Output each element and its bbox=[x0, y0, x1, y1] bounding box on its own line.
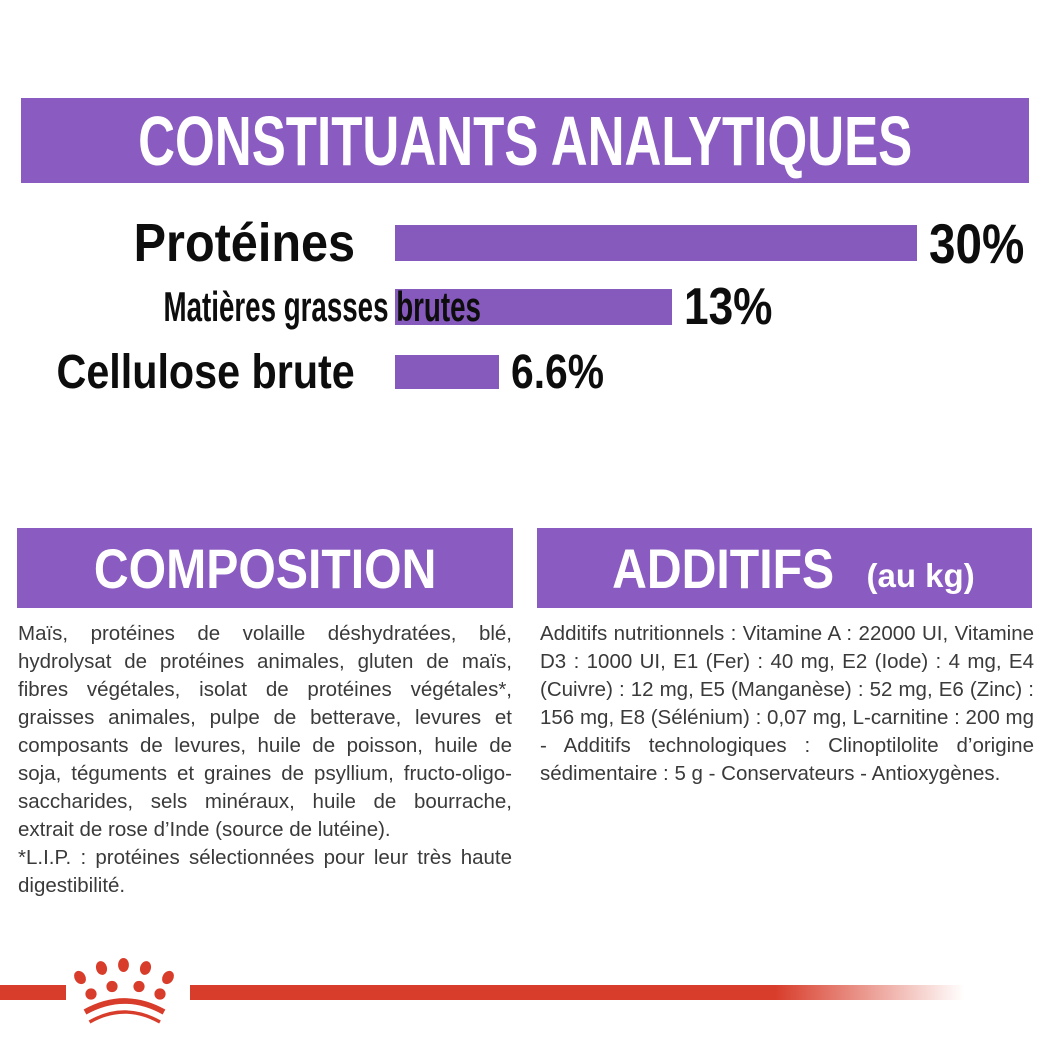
additifs-heading: ADDITIFS bbox=[612, 536, 835, 600]
composition-body: Maïs, protéines de volaille déshydratées… bbox=[18, 622, 512, 841]
chart-row: Protéines 30% bbox=[0, 212, 1049, 275]
additifs-heading-suffix: (au kg) bbox=[866, 557, 975, 594]
brand-rule-left bbox=[0, 985, 66, 1000]
royal-canin-crown-icon bbox=[74, 958, 174, 1024]
chart-row: Matières grasses brutes 13% bbox=[0, 278, 1049, 336]
chart-row: Cellulose brute 6.6% bbox=[0, 346, 1049, 399]
brand-rule-right bbox=[190, 985, 980, 1000]
bar-value-label: 13% bbox=[684, 278, 773, 336]
bar bbox=[395, 355, 499, 389]
composition-heading: COMPOSITION bbox=[93, 536, 437, 600]
additifs-text: Additifs nutritionnels : Vitamine A : 22… bbox=[540, 620, 1034, 788]
bar-value-label: 30% bbox=[929, 211, 1025, 275]
composition-banner: COMPOSITION bbox=[17, 528, 513, 608]
bar bbox=[395, 289, 672, 325]
additifs-body: Additifs nutritionnels : Vitamine A : 22… bbox=[540, 622, 1034, 785]
chart-category-label: Cellulose brute bbox=[56, 345, 355, 399]
chart-category-label: Protéines bbox=[133, 213, 355, 273]
chart-category-label: Matières grasses brutes bbox=[163, 283, 481, 330]
composition-note: *L.I.P. : protéines sélectionnées pour l… bbox=[18, 846, 512, 897]
bar-value-label: 6.6% bbox=[511, 345, 604, 399]
additifs-banner: ADDITIFS (au kg) bbox=[537, 528, 1032, 608]
composition-text: Maïs, protéines de volaille déshydratées… bbox=[18, 620, 512, 900]
page-title: CONSTITUANTS ANALYTIQUES bbox=[137, 101, 913, 180]
bar bbox=[395, 225, 917, 261]
header-banner: CONSTITUANTS ANALYTIQUES bbox=[21, 98, 1029, 183]
